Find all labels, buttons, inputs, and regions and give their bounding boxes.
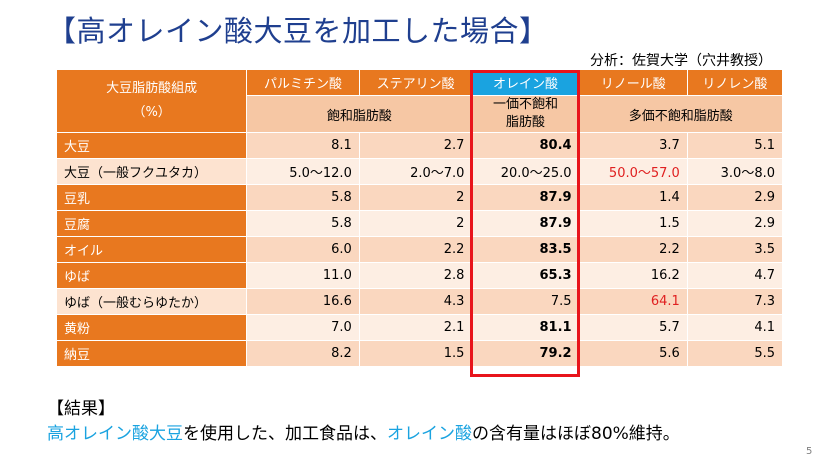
table-row: 納豆 8.2 1.5 79.2 5.6 5.5 (55, 340, 784, 367)
row-label: オイル (55, 236, 248, 263)
row-label: ゆば (55, 262, 248, 289)
result-text: 高オレイン酸大豆を使用した、加工食品は、オレイン酸の含有量はほぼ80%維持。 (47, 419, 680, 444)
category-monounsaturated: 一価不飽和 脂肪酸 (471, 95, 580, 133)
cell-linoleic: 64.1 (578, 288, 688, 315)
row-label: 大豆（一般フクユタカ） (55, 158, 248, 185)
cell-linoleic: 5.7 (578, 314, 688, 341)
row-label: 黄粉 (55, 314, 248, 341)
cell-linoleic: 1.4 (578, 184, 688, 211)
cell-palmitic: 8.2 (246, 340, 360, 367)
cell-oleic: 79.2 (471, 340, 580, 367)
fatty-acid-table: 大豆脂肪酸組成 （%） パルミチン酸 ステアリン酸 オレイン酸 リノール酸 リノ… (55, 69, 784, 367)
table-row: 豆乳 5.8 2 87.9 1.4 2.9 (55, 184, 784, 211)
header-palmitic: パルミチン酸 (246, 69, 360, 96)
cell-stearic: 2.0～7.0 (358, 158, 473, 185)
cell-stearic: 4.3 (358, 288, 473, 315)
cell-linolenic: 3.0～8.0 (686, 158, 784, 185)
cell-palmitic: 11.0 (246, 262, 360, 289)
cell-linoleic: 16.2 (578, 262, 688, 289)
result-high-oleic: 高オレイン酸大豆 (47, 424, 183, 444)
header-oleic: オレイン酸 (471, 69, 580, 96)
cell-palmitic: 7.0 (246, 314, 360, 341)
table-row: ゆば（一般むらゆたか） 16.6 4.3 7.5 64.1 7.3 (55, 288, 784, 315)
cell-palmitic: 5.0～12.0 (246, 158, 360, 185)
cell-linolenic: 5.1 (686, 132, 784, 159)
cell-palmitic: 8.1 (246, 132, 360, 159)
cell-palmitic: 5.8 (246, 184, 360, 211)
row-label: 豆乳 (55, 184, 248, 211)
header-stearic: ステアリン酸 (358, 69, 473, 96)
row-label: 納豆 (55, 340, 248, 367)
cell-stearic: 2 (358, 210, 473, 237)
cell-linolenic: 3.5 (686, 236, 784, 263)
table-row: 豆腐 5.8 2 87.9 1.5 2.9 (55, 210, 784, 237)
cell-palmitic: 16.6 (246, 288, 360, 315)
cell-oleic: 80.4 (471, 132, 580, 159)
cell-linolenic: 4.7 (686, 262, 784, 289)
cell-stearic: 2.2 (358, 236, 473, 263)
cell-linolenic: 2.9 (686, 210, 784, 237)
cell-palmitic: 6.0 (246, 236, 360, 263)
category-saturated: 飽和脂肪酸 (246, 95, 473, 133)
result-text-2: を使用した、加工食品は、 (183, 424, 387, 444)
cell-oleic: 81.1 (471, 314, 580, 341)
cell-stearic: 2.7 (358, 132, 473, 159)
table-row: 大豆 8.1 2.7 80.4 3.7 5.1 (55, 132, 784, 159)
cell-linolenic: 5.5 (686, 340, 784, 367)
table-row: 大豆（一般フクユタカ） 5.0～12.0 2.0～7.0 20.0～25.0 5… (55, 158, 784, 185)
cell-oleic: 87.9 (471, 184, 580, 211)
header-linolenic: リノレン酸 (686, 69, 784, 96)
row-label: ゆば（一般むらゆたか） (55, 288, 248, 315)
cell-linoleic: 3.7 (578, 132, 688, 159)
cell-stearic: 1.5 (358, 340, 473, 367)
cell-stearic: 2.8 (358, 262, 473, 289)
cell-linolenic: 7.3 (686, 288, 784, 315)
table-row: オイル 6.0 2.2 83.5 2.2 3.5 (55, 236, 784, 263)
cell-linoleic: 50.0～57.0 (578, 158, 688, 185)
result-text-4: の含有量はほぼ80%維持。 (472, 424, 680, 444)
category-mono-line-2: 脂肪酸 (506, 115, 546, 130)
result-heading: 【結果】 (47, 399, 115, 419)
category-polyunsaturated: 多価不飽和脂肪酸 (578, 95, 784, 133)
source-credit: 分析：佐賀大学（穴井教授） (590, 53, 772, 69)
cell-palmitic: 5.8 (246, 210, 360, 237)
cell-linoleic: 5.6 (578, 340, 688, 367)
result-oleic: オレイン酸 (387, 424, 472, 444)
page-number: 5 (806, 446, 813, 457)
corner-line-2: （%） (132, 105, 171, 120)
slide-title: 【高オレイン酸大豆を加工した場合】 (47, 14, 549, 48)
table-row: ゆば 11.0 2.8 65.3 16.2 4.7 (55, 262, 784, 289)
corner-line-1: 大豆脂肪酸組成 (106, 81, 198, 96)
cell-linoleic: 1.5 (578, 210, 688, 237)
cell-oleic: 83.5 (471, 236, 580, 263)
row-label: 豆腐 (55, 210, 248, 237)
cell-stearic: 2 (358, 184, 473, 211)
cell-stearic: 2.1 (358, 314, 473, 341)
header-linoleic: リノール酸 (578, 69, 688, 96)
cell-oleic: 20.0～25.0 (471, 158, 580, 185)
cell-oleic: 87.9 (471, 210, 580, 237)
table-row: 黄粉 7.0 2.1 81.1 5.7 4.1 (55, 314, 784, 341)
cell-linolenic: 2.9 (686, 184, 784, 211)
table-corner-header: 大豆脂肪酸組成 （%） (55, 69, 248, 133)
row-label: 大豆 (55, 132, 248, 159)
cell-linoleic: 2.2 (578, 236, 688, 263)
category-mono-line-1: 一価不飽和 (493, 97, 559, 112)
cell-oleic: 65.3 (471, 262, 580, 289)
cell-linolenic: 4.1 (686, 314, 784, 341)
cell-oleic: 7.5 (471, 288, 580, 315)
